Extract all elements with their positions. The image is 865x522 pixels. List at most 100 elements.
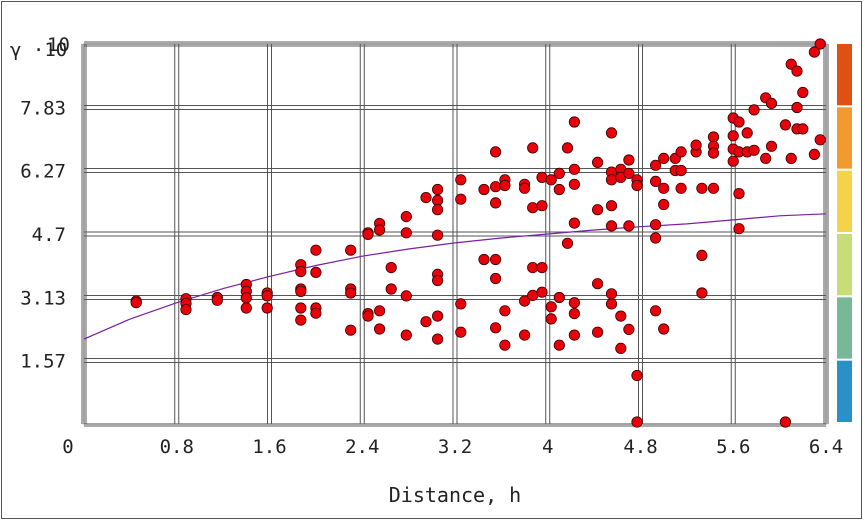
data-point (373, 224, 386, 236)
data-point (561, 142, 574, 154)
y-tick-label: 1.57 (20, 351, 66, 373)
data-point (631, 416, 643, 428)
data-point (518, 182, 531, 194)
data-point (675, 182, 687, 194)
y-axis-label: γ ·10 (10, 39, 67, 61)
data-point (527, 142, 539, 154)
x-tick-label: 0 (62, 436, 73, 458)
data-point (385, 261, 397, 274)
data-point (568, 307, 581, 320)
data-point (696, 249, 708, 261)
data-point (553, 339, 565, 351)
data-point (536, 261, 548, 274)
data-point (400, 227, 412, 239)
data-point (261, 290, 273, 302)
color-bar-segment (837, 234, 852, 296)
data-point (345, 244, 357, 256)
model-curve (83, 213, 827, 340)
x-tick-labels: 0 0.8 1.6 2.4 3.2 4 4.8 5.6 6.4 (62, 436, 843, 458)
data-point (527, 289, 539, 301)
data-point (568, 116, 581, 128)
data-point (733, 188, 745, 200)
data-point (760, 152, 772, 164)
x-tick-label: 4.8 (623, 436, 657, 458)
data-point (631, 179, 643, 192)
data-point (527, 261, 539, 274)
data-point (499, 179, 511, 192)
data-point (707, 147, 720, 159)
data-point (658, 323, 670, 335)
data-point (605, 200, 618, 212)
data-point (791, 101, 803, 114)
data-point (420, 316, 432, 328)
data-point (489, 146, 502, 158)
data-point (591, 326, 604, 338)
data-point (295, 265, 307, 278)
data-point (431, 204, 444, 216)
data-point (310, 307, 322, 319)
x-tick-label: 1.6 (252, 436, 286, 458)
data-point (345, 324, 357, 336)
color-bar-segment (837, 297, 852, 359)
data-point (696, 287, 708, 299)
data-point (295, 285, 307, 297)
data-point (545, 313, 557, 325)
data-points (130, 38, 826, 428)
data-point (295, 302, 307, 314)
data-point (518, 295, 531, 307)
data-point (400, 211, 412, 223)
data-point (568, 297, 581, 309)
data-point (733, 116, 745, 128)
data-point (727, 155, 739, 167)
x-axis-label: Distance, h (389, 483, 521, 507)
data-point (591, 204, 604, 216)
data-point (536, 286, 548, 298)
y-tick-label: 4.7 (32, 224, 66, 246)
data-point (536, 200, 548, 212)
data-point (808, 46, 821, 58)
data-point (605, 288, 618, 300)
data-point (814, 134, 826, 146)
data-point (400, 290, 412, 302)
data-point (649, 175, 662, 187)
color-bar (837, 44, 852, 422)
grid-lines (81, 41, 829, 427)
data-point (261, 302, 273, 314)
data-point (765, 140, 778, 152)
x-tick-label: 0.8 (160, 436, 194, 458)
data-point (605, 298, 618, 310)
y-tick-label: 7.83 (20, 97, 66, 119)
data-point (808, 148, 821, 160)
data-point (615, 342, 627, 354)
data-point (295, 314, 307, 326)
plot-area (83, 43, 827, 425)
data-point (707, 131, 720, 143)
data-point (727, 130, 739, 142)
data-point (489, 197, 502, 209)
data-point (765, 97, 778, 110)
data-point (431, 333, 444, 345)
data-point (741, 127, 753, 139)
data-point (489, 253, 502, 266)
data-point (615, 310, 627, 322)
data-point (785, 152, 797, 164)
data-point (568, 329, 581, 341)
data-point (240, 292, 252, 304)
data-point (658, 152, 670, 164)
data-point (545, 174, 557, 186)
data-point (527, 202, 539, 214)
data-point (478, 253, 490, 266)
data-point (623, 220, 635, 232)
data-point (130, 297, 142, 309)
color-bar-segment (837, 360, 852, 422)
y-tick-labels: 1.57 3.13 4.7 6.27 7.83 10 (20, 34, 70, 373)
data-point (675, 146, 687, 158)
x-tick-label: 3.2 (438, 436, 472, 458)
data-point (489, 322, 502, 334)
data-point (658, 198, 670, 211)
data-point (310, 244, 322, 256)
data-point (605, 127, 618, 139)
data-point (605, 174, 618, 186)
data-point (690, 139, 702, 151)
